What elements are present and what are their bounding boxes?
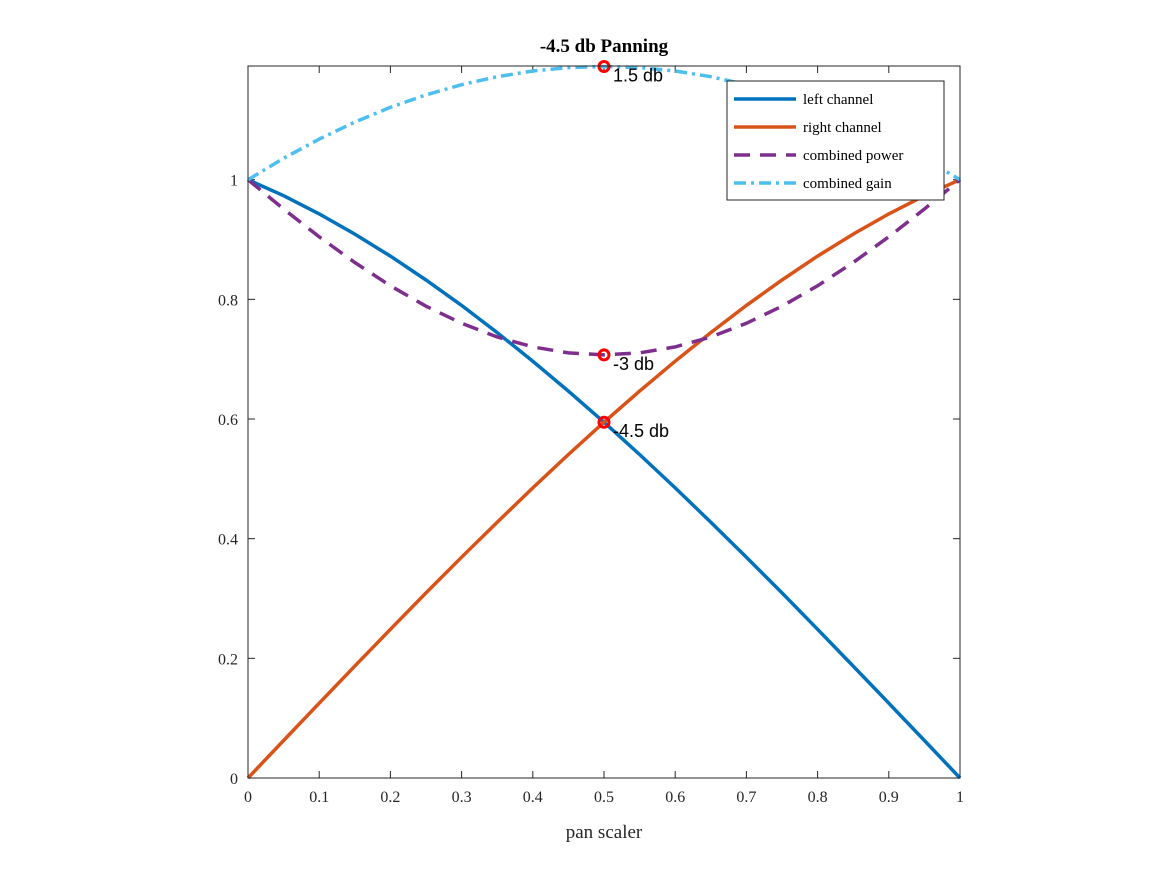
y-tick-label: 0.2 [218, 651, 238, 668]
x-tick-label: 0.6 [665, 789, 685, 806]
annotation-marker [597, 348, 611, 362]
annotation-label: 1.5 db [613, 65, 663, 85]
y-tick-label: 0 [230, 771, 238, 788]
x-tick-label: 0 [244, 789, 252, 806]
series-line-combined-power [246, 178, 962, 357]
series-line-left-channel [247, 178, 962, 780]
x-axis-label: pan scaler [566, 822, 643, 843]
x-tick-label: 0.5 [594, 789, 614, 806]
y-tick-label: 1 [230, 173, 238, 190]
annotation-label: -3 db [613, 354, 654, 374]
x-tick-label: 0.1 [309, 789, 329, 806]
x-tick-label: 0.9 [879, 789, 899, 806]
x-tick-label: 0.8 [808, 789, 828, 806]
series-line-right-channel [246, 178, 961, 780]
annotation-label: -4.5 db [613, 421, 669, 441]
y-tick-label: 0.6 [218, 412, 238, 429]
x-tick-label: 0.2 [380, 789, 400, 806]
legend-label: combined power [803, 148, 903, 164]
x-tick-label: 1 [956, 789, 964, 806]
legend-label: right channel [803, 120, 882, 136]
y-tick-label: 0.4 [218, 532, 238, 549]
x-tick-label: 0.4 [523, 789, 543, 806]
y-tick-label: 0.8 [218, 292, 238, 309]
legend: left channel right channel combined power c… [726, 80, 945, 201]
annotation-marker [597, 415, 611, 429]
plot-area-frame [247, 65, 961, 779]
x-tick-label: 0.7 [736, 789, 756, 806]
chart-title: -4.5 db Panning [540, 36, 669, 57]
legend-label: left channel [803, 92, 873, 108]
legend-box [726, 80, 945, 201]
x-tick-label: 0.3 [452, 789, 472, 806]
legend-label: combined gain [803, 176, 892, 192]
